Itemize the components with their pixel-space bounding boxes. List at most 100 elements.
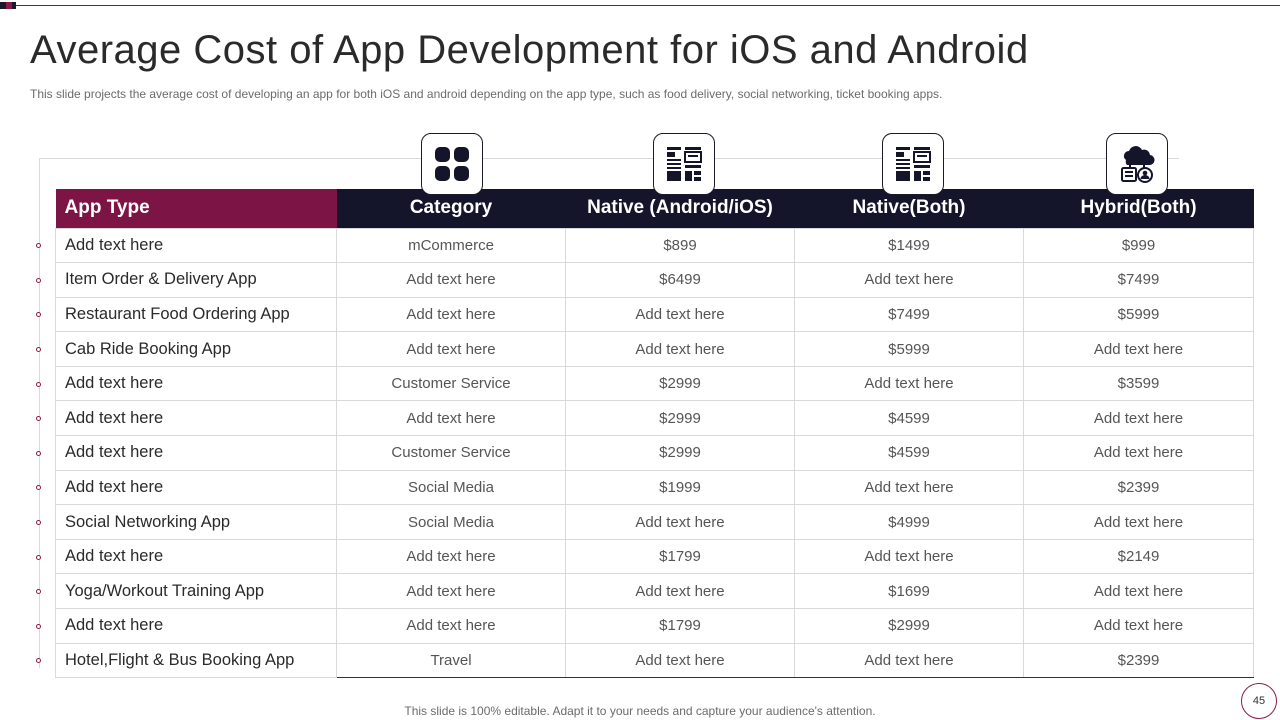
hybrid-both-cell: Add text here [1023,400,1254,437]
table-row: Add text here Add text here $1799 Add te… [36,538,1254,575]
app-type-cell: Add text here [36,400,337,437]
native-android-ios-cell: $2999 [565,435,795,471]
bullet-marker [36,589,41,595]
header-app-type: App Type [55,189,337,228]
category-cell: Add text here [336,331,566,367]
app-type-text: Add text here [65,443,164,462]
slide-subtitle: This slide projects the average cost of … [30,87,943,101]
app-type-text: Cab Ride Booking App [65,339,232,358]
hybrid-both-cell: $5999 [1023,296,1254,333]
bullet-marker [36,347,41,353]
category-cell: Social Media [336,504,566,540]
frame-line-top [39,158,1179,159]
app-type-text: Add text here [65,616,164,635]
bullet-marker [36,450,41,456]
hybrid-both-icon-box [1106,133,1168,195]
native-android-ios-cell: $2999 [565,400,795,437]
native-both-cell: $7499 [794,296,1024,333]
hybrid-both-cell: $3599 [1023,365,1254,402]
native-android-ios-cell: Add text here [565,296,795,333]
app-type-text: Restaurant Food Ordering App [65,304,290,323]
app-type-text: Item Order & Delivery App [65,270,257,289]
app-type-cell: Add text here [36,608,337,644]
native-android-ios-cell: Add text here [565,642,795,679]
native-android-ios-cell: $2999 [565,365,795,402]
native-android-ios-icon-box [653,133,715,195]
app-type-cell: Hotel,Flight & Bus Booking App [36,642,337,679]
category-cell: Customer Service [336,435,566,471]
app-type-cell: Restaurant Food Ordering App [36,296,337,333]
category-cell: Add text here [336,538,566,575]
table-header-row: App Type Category Native (Android/iOS) N… [55,189,1254,228]
bullet-marker [36,381,41,387]
hybrid-both-cell: $2399 [1023,469,1254,506]
table-row: Yoga/Workout Training App Add text here … [36,573,1254,610]
top-rule [0,5,1280,6]
hybrid-both-cell: Add text here [1023,331,1254,367]
app-type-text: Social Networking App [65,512,231,531]
category-cell: Social Media [336,469,566,506]
app-type-cell: Add text here [36,227,337,264]
native-both-cell: $2999 [794,608,1024,644]
category-cell: Add text here [336,608,566,644]
bullet-marker [36,554,41,560]
native-both-cell: $4999 [794,504,1024,540]
native-both-cell: $5999 [794,331,1024,367]
category-icon-box [421,133,483,195]
bullet-marker [36,277,41,283]
table-row: Add text here Add text here $1799 $2999 … [36,608,1254,644]
app-type-text: Add text here [65,374,164,393]
category-cell: Add text here [336,262,566,298]
app-type-cell: Add text here [36,365,337,402]
table-row: Restaurant Food Ordering App Add text he… [36,296,1254,333]
app-layout-icon [896,147,931,181]
table-row: Add text here Customer Service $2999 Add… [36,365,1254,402]
app-type-cell: Add text here [36,469,337,506]
native-both-cell: Add text here [794,262,1024,298]
table-row: Social Networking App Social Media Add t… [36,504,1254,540]
bullet-marker [36,623,41,629]
page-number: 45 [1241,683,1277,719]
category-cell: Travel [336,642,566,679]
native-both-icon-box [882,133,944,195]
category-cell: Add text here [336,573,566,610]
grid-apps-icon [435,147,469,181]
app-type-text: Add text here [65,547,164,566]
native-android-ios-cell: $1799 [565,608,795,644]
native-android-ios-cell: $899 [565,227,795,264]
app-type-cell: Cab Ride Booking App [36,331,337,367]
native-both-cell: Add text here [794,469,1024,506]
table-row: Add text here Customer Service $2999 $45… [36,435,1254,471]
header-category: Category [336,189,566,228]
native-both-cell: $4599 [794,400,1024,437]
bullet-marker [36,485,41,491]
native-android-ios-cell: Add text here [565,573,795,610]
app-type-text: Add text here [65,408,164,427]
native-android-ios-cell: $1799 [565,538,795,575]
slide-title: Average Cost of App Development for iOS … [30,28,1029,72]
frame-line-left [39,158,40,668]
table-row: Cab Ride Booking App Add text here Add t… [36,331,1254,367]
header-native-android-ios: Native (Android/iOS) [565,189,795,228]
cost-table: App Type Category Native (Android/iOS) N… [36,189,1254,679]
native-both-cell: Add text here [794,365,1024,402]
native-both-cell: Add text here [794,538,1024,575]
app-type-text: Yoga/Workout Training App [65,581,265,600]
bullet-marker [36,658,41,664]
app-type-cell: Social Networking App [36,504,337,540]
bullet-marker [36,243,41,249]
header-native-both: Native(Both) [794,189,1024,228]
hybrid-both-cell: Add text here [1023,573,1254,610]
hybrid-both-cell: Add text here [1023,435,1254,471]
bullet-marker [36,312,41,318]
native-android-ios-cell: Add text here [565,331,795,367]
app-layout-icon [667,147,702,181]
app-type-text: Add text here [65,477,164,496]
brand-mark [0,2,16,9]
native-both-cell: $4599 [794,435,1024,471]
category-cell: mCommerce [336,227,566,264]
app-type-text: Hotel,Flight & Bus Booking App [65,650,295,669]
app-type-cell: Add text here [36,435,337,471]
native-android-ios-cell: $1999 [565,469,795,506]
table-row: Hotel,Flight & Bus Booking App Travel Ad… [36,642,1254,679]
